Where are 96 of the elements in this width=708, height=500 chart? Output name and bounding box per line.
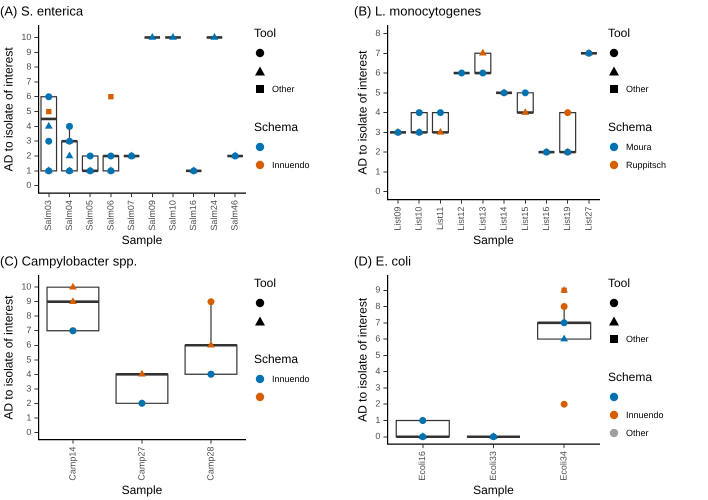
y-tick-label: 3 [26,383,32,394]
x-tick-label: Ecoli16 [417,451,428,481]
x-tick-label: Salm46 [230,200,240,231]
y-tick-label: 0 [26,426,32,437]
legend-title: Schema [254,352,300,366]
text: Tool [608,26,632,40]
legend-label: Innuendo [272,160,310,170]
y-tick-label: 10 [21,282,32,292]
x-axis-title: Sample [473,233,514,248]
y-tick-label: 8 [375,28,380,38]
text: Tool [608,276,632,290]
x-tick-label: Salm05 [84,200,95,231]
text: Tool [254,276,278,290]
y-tick-label: 6 [375,334,380,344]
text: Other [626,84,649,94]
y-axis-title: AD to isolate of interest [356,297,370,422]
legend-label: Ruppitsch [626,160,666,170]
x-tick-label: List15 [520,206,530,231]
x-tick-label: Salm24 [208,200,219,231]
y-axis-title: AD to isolate of interest [2,294,16,420]
y-tick-label: 2 [26,398,32,408]
x-tick-label: Ecoli33 [488,451,498,481]
y-tick-label: 10 [21,32,32,42]
legend-title: Schema [608,370,654,384]
x-tick-label: List16 [540,206,551,231]
y-tick-label: 4 [375,366,380,376]
y-tick-label: 8 [26,310,32,321]
x-axis-title: Sample [473,483,514,498]
y-tick-label: 1 [26,412,32,422]
y-tick-label: 5 [375,87,380,98]
y-tick-label: 3 [375,382,380,392]
x-tick-label: Camp28 [205,446,216,481]
x-axis-title: Sample [122,233,163,248]
y-tick-label: 1 [26,165,32,176]
x-axis-title: Sample [122,483,163,498]
y-axis-title: AD to isolate of interest [2,46,16,172]
y-tick-label: 7 [26,325,32,336]
text: Other [626,334,649,344]
y-tick-label: 0 [26,180,32,190]
legend-label: Innuendo [626,410,664,420]
y-tick-label: 6 [375,68,380,78]
y-tick-label: 0 [375,186,380,196]
x-tick-label: List10 [414,206,424,231]
y-tick-label: 7 [26,76,32,86]
y-tick-label: 1 [375,414,380,425]
y-tick-label: 2 [375,146,380,157]
y-tick-label: 5 [26,354,32,364]
y-tick-label: 7 [375,48,380,58]
y-tick-label: 4 [26,368,32,379]
legend-title: Schema [608,120,654,134]
x-tick-label: Salm03 [43,200,54,231]
x-tick-label: List09 [392,206,402,231]
x-tick-label: List12 [456,206,466,231]
x-tick-label: Ecoli34 [558,451,569,481]
chart-title: (C) Campylobacter spp. [0,253,138,268]
x-tick-label: List27 [583,206,594,231]
legend-label: Other [626,428,649,438]
x-tick-label: Salm16 [188,200,198,231]
y-tick-label: 4 [26,120,32,131]
x-tick-label: List13 [477,206,488,231]
x-tick-label: Salm06 [105,200,116,231]
y-tick-label: 1 [375,166,380,176]
y-tick-label: 9 [26,296,32,306]
y-tick-label: 5 [26,106,32,116]
text: Tool [254,26,278,40]
y-tick-label: 2 [26,150,32,161]
x-tick-label: Salm09 [146,200,157,231]
legend-label: Moura [626,142,652,152]
y-tick-label: 6 [26,91,32,102]
y-tick-label: 3 [26,136,32,146]
y-tick-label: 2 [375,398,380,409]
legend-label: Innuendo [272,374,310,384]
x-tick-label: List19 [562,206,572,231]
y-tick-label: 7 [375,317,380,328]
x-tick-label: Camp14 [67,446,78,481]
y-tick-label: 5 [375,350,380,360]
y-axis-title: AD to isolate of interest [356,50,370,175]
chart-title: (B) L. monocytogenes [354,3,482,18]
y-tick-label: 3 [375,126,380,137]
y-tick-label: 0 [375,431,380,442]
y-tick-label: 8 [375,301,380,312]
y-tick-label: 6 [26,340,32,350]
y-tick-label: 8 [26,62,32,72]
x-tick-label: Camp27 [136,446,146,481]
chart-title: (D) E. coli [354,253,412,268]
y-tick-label: 9 [375,284,380,295]
text: Other [272,84,295,94]
x-tick-label: List14 [498,206,509,231]
legend-title: Schema [254,120,300,134]
y-tick-label: 4 [375,107,380,118]
x-tick-label: Salm10 [168,200,178,231]
chart-title: (A) S. enterica [0,3,84,18]
y-tick-label: 9 [26,46,32,57]
x-tick-label: Salm04 [64,200,74,231]
x-tick-label: Salm07 [126,200,136,231]
x-tick-label: List11 [434,206,445,230]
